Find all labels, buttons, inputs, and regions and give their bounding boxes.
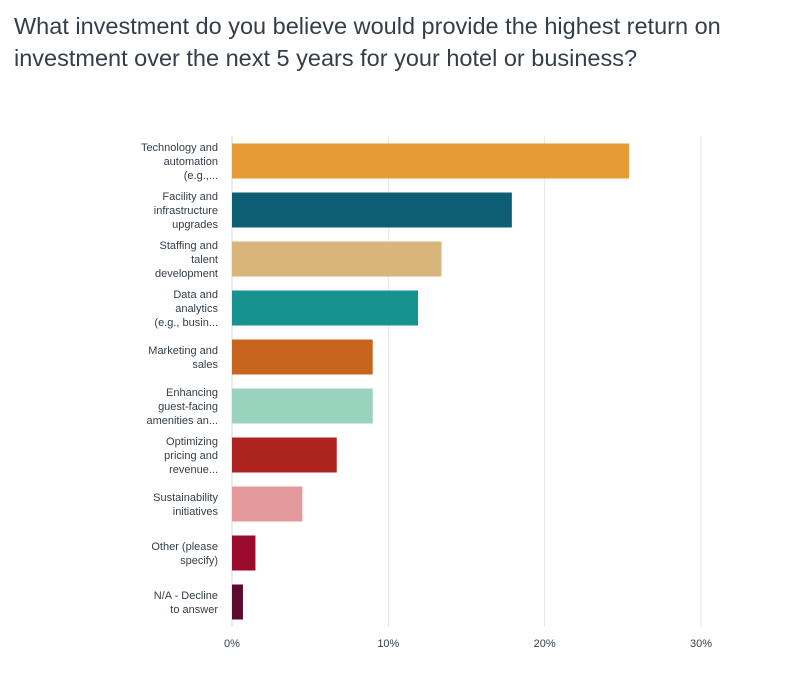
- category-label: Marketing and sales: [148, 345, 218, 371]
- bar: [232, 437, 337, 473]
- category-label-line: upgrades: [172, 219, 218, 231]
- category-label-line: Sustainability: [153, 492, 218, 504]
- category-label: Data and analytics (e.g., busin...: [154, 289, 218, 329]
- category-label-line: initiatives: [173, 506, 219, 518]
- x-tick-label: 0%: [224, 638, 240, 650]
- category-label-line: Enhancing: [166, 387, 218, 399]
- bar: [232, 241, 442, 277]
- category-label-line: revenue...: [169, 464, 218, 476]
- bar: [232, 486, 303, 522]
- category-label-line: infrastructure: [154, 205, 218, 217]
- bar: [232, 339, 373, 375]
- x-tick-label: 30%: [690, 638, 712, 650]
- category-label-line: development: [155, 268, 218, 280]
- category-label-line: guest-facing: [158, 401, 218, 413]
- category-label-line: (e.g., busin...: [154, 317, 218, 329]
- category-label-line: Facility and: [162, 191, 218, 203]
- category-label-line: talent: [191, 254, 218, 266]
- category-label: Technology and automation (e.g.,...: [141, 142, 218, 182]
- category-label-line: amenities an...: [146, 415, 218, 427]
- category-label-line: analytics: [175, 303, 218, 315]
- category-label-line: Staffing and: [159, 240, 218, 252]
- bar: [232, 290, 419, 326]
- question-title: What investment do you believe would pro…: [14, 13, 721, 71]
- bar: [232, 388, 373, 424]
- category-label-line: specify): [180, 555, 218, 567]
- category-label: N/A - Decline to answer: [154, 590, 219, 616]
- category-label-line: Data and: [173, 289, 218, 301]
- category-label-line: N/A - Decline: [154, 590, 218, 602]
- category-label: Other (please specify): [151, 541, 218, 567]
- category-label: Enhancing guest-facing amenities an...: [146, 387, 218, 427]
- category-label: Sustainability initiatives: [153, 492, 218, 518]
- category-label: Facility and infrastructure upgrades: [154, 191, 219, 231]
- category-label: Optimizing pricing and revenue...: [164, 436, 218, 476]
- category-label-line: Optimizing: [166, 436, 218, 448]
- category-label-line: automation: [164, 156, 218, 168]
- x-tick-label: 10%: [377, 638, 399, 650]
- x-tick-label: 20%: [534, 638, 556, 650]
- category-label-line: Other (please: [151, 541, 218, 553]
- category-label-line: sales: [192, 359, 218, 371]
- category-label-line: to answer: [170, 604, 218, 616]
- bars: [232, 143, 630, 620]
- category-label-line: (e.g.,...: [184, 170, 218, 182]
- bar: [232, 192, 512, 228]
- category-label-line: pricing and: [164, 450, 218, 462]
- bar: [232, 584, 243, 620]
- category-labels: Technology and automation (e.g.,... Facilit…: [141, 142, 219, 616]
- x-tick-labels: 0% 10% 20% 30%: [224, 638, 712, 650]
- category-label-line: Marketing and: [148, 345, 218, 357]
- category-label-line: Technology and: [141, 142, 218, 154]
- bar: [232, 535, 256, 571]
- category-label: Staffing and talent development: [155, 240, 218, 280]
- bar: [232, 143, 630, 179]
